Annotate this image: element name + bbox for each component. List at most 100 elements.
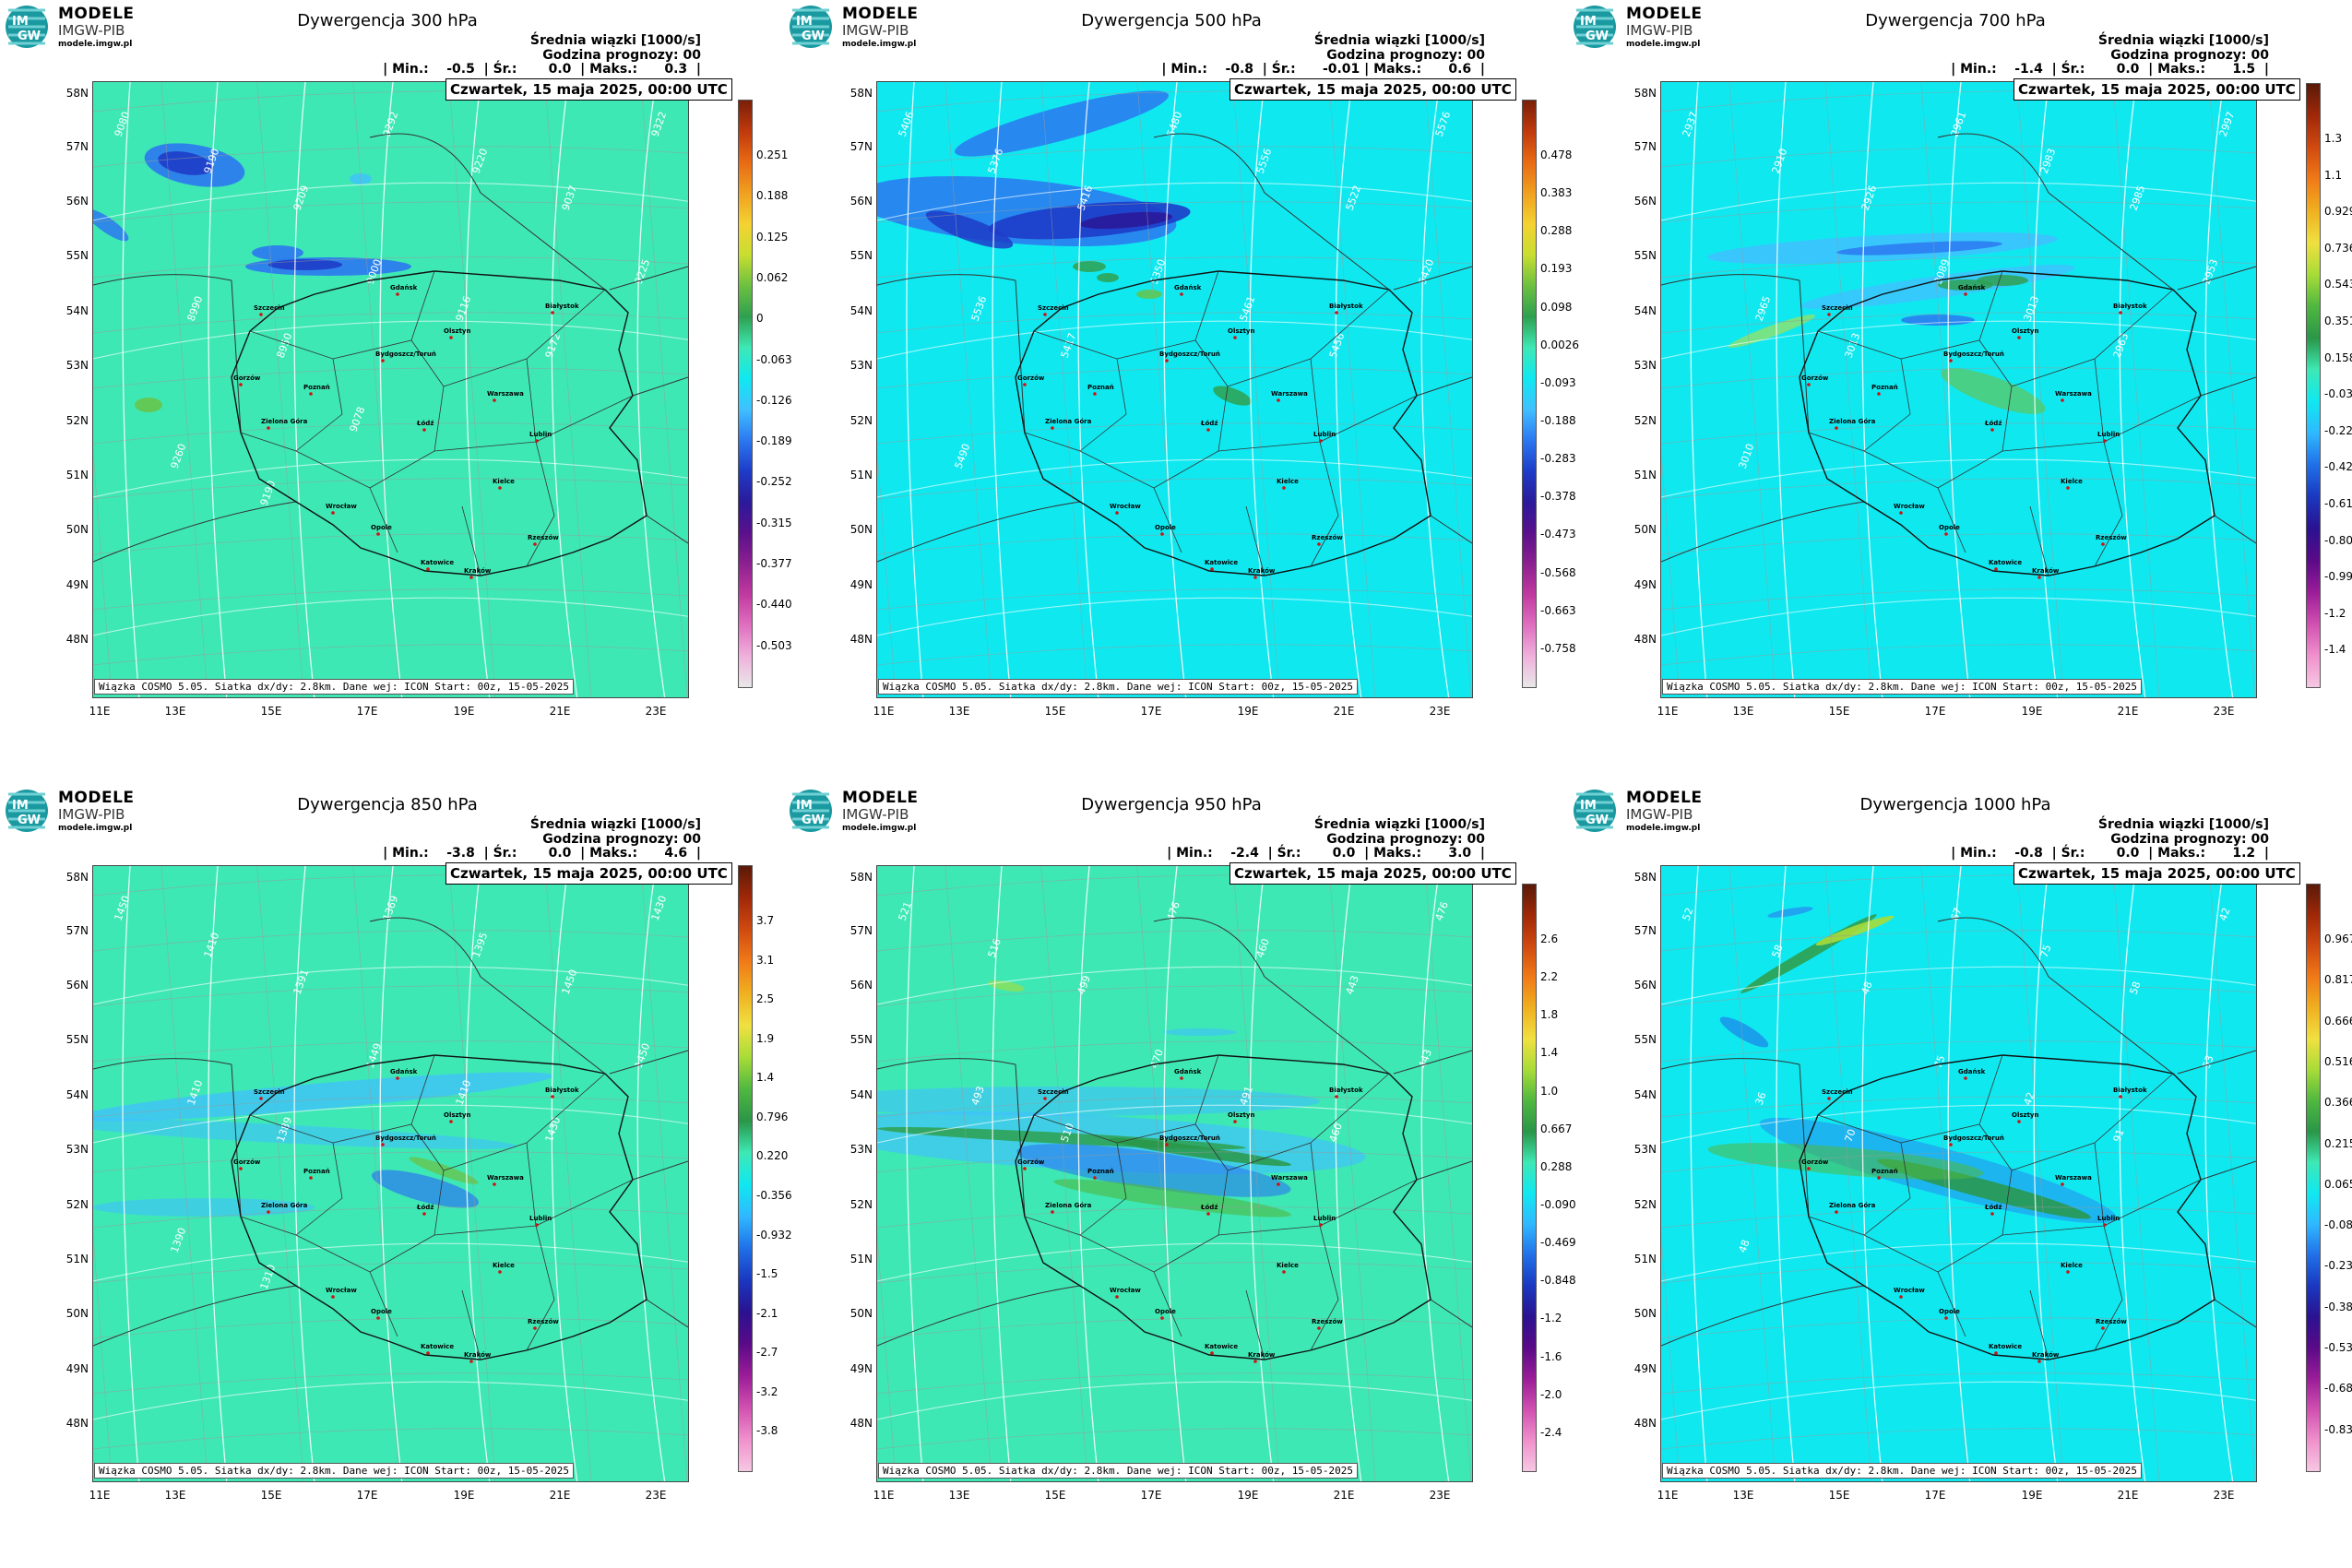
city-label: Kielce (2061, 1262, 2083, 1269)
graticule (544, 866, 592, 1481)
graticule (877, 367, 1472, 389)
city-label: Białystok (1329, 1087, 1363, 1094)
logo-text: IMGW-PIB (842, 806, 909, 823)
latitude-label: 51N (65, 469, 89, 481)
colorbar-tick-label: -0.252 (756, 475, 792, 489)
colorbar-tick-label: 2.6 (1540, 932, 1559, 945)
isoline (1335, 866, 1362, 1481)
graticule (877, 256, 1472, 279)
city-marker (2101, 542, 2105, 546)
city-label: Łódź (416, 420, 434, 427)
voivodeship-border (1024, 1216, 1081, 1236)
city-marker (1994, 567, 1998, 571)
latitude-label: 48N (1633, 633, 1657, 646)
city-marker (1835, 426, 1838, 430)
panel-title: Dywergencja 700 hPa (1865, 11, 2046, 30)
voivodeship-border (1153, 450, 1219, 489)
longitude-label: 15E (1044, 1489, 1066, 1502)
latitude-label: 54N (65, 304, 89, 317)
latitude-label: 49N (849, 1362, 873, 1375)
city-label: Kraków (2032, 567, 2060, 575)
map-area: 5406 5376 5416 5480 5556 5522 5576 5536 5417 5350… (876, 81, 1473, 698)
latitude-label: 51N (849, 469, 873, 481)
city-label: Olsztyn (2012, 327, 2039, 335)
city-marker (1115, 1295, 1119, 1299)
colorbar-tick-label: 0.062 (756, 270, 789, 284)
city-label: Wrocław (1894, 1287, 1925, 1294)
city-label: Łódź (1984, 420, 2002, 427)
forecast-panel: IM GW MODELE IMGW-PIB modele.imgw.pl Dywergen… (784, 784, 1576, 1568)
city-marker (469, 1360, 473, 1363)
imgw-emblem-icon: IMGW (790, 6, 832, 48)
field-blob (1016, 1144, 1291, 1197)
city-label: Gdańsk (1174, 1068, 1202, 1075)
isoline (877, 1104, 1472, 1144)
colorbar-tick-label: -0.469 (1540, 1236, 1576, 1250)
city-marker (1949, 359, 1953, 362)
voivodeship-border (332, 1123, 445, 1236)
graticule (1424, 866, 1472, 1481)
graticule (1661, 1262, 2256, 1284)
latitude-label: 56N (849, 195, 873, 208)
colorbar-tick-label: 0.817 (2324, 973, 2352, 987)
longitude-label: 19E (2021, 705, 2043, 718)
latitude-label: 50N (849, 523, 873, 536)
isoline-label: 58 (1770, 943, 1786, 959)
city-label: Lublin (2097, 431, 2120, 438)
colorbar-tick-label: 0.516 (2324, 1054, 2352, 1068)
city-label: Zielona Góra (261, 1202, 308, 1209)
graticule (93, 1428, 688, 1450)
graticule (944, 82, 992, 697)
colorbar (1522, 100, 1537, 688)
valid-date-label: Czwartek, 15 maja 2025, 00:00 UTC (1229, 862, 1516, 885)
latitude-label: 57N (849, 924, 873, 937)
colorbar-tick-label: -0.126 (756, 393, 792, 407)
city-label: Rzeszów (528, 534, 559, 541)
city-marker (1277, 1182, 1280, 1186)
imgw-logo: IM GW MODELE IMGW-PIB modele.imgw.pl (789, 789, 964, 835)
voivodeship-border (332, 339, 445, 452)
colorbar-tick-label: 1.4 (1540, 1046, 1559, 1060)
city-label: Kraków (464, 567, 492, 575)
city-marker (1319, 439, 1323, 443)
colorbar-tick-label: -0.386 (2324, 1300, 2352, 1313)
isoline (1661, 458, 2256, 498)
latitude-label: 54N (1633, 1088, 1657, 1101)
latitude-label: 53N (65, 359, 89, 372)
stats-label: | Min.: -0.8 | Śr.: -0.01 | Maks.: 0.6 | (1161, 62, 1485, 77)
city-label: Olsztyn (1228, 327, 1255, 335)
graticule (877, 478, 1472, 500)
voivodeship-border (410, 270, 435, 341)
longitude-label: 13E (948, 705, 970, 718)
graticule (640, 82, 688, 697)
latitude-label: 49N (65, 1362, 89, 1375)
city-marker (1877, 1176, 1881, 1180)
latitude-label: 55N (1633, 249, 1657, 262)
isoline (1661, 1242, 2256, 1282)
city-label: Zielona Góra (1045, 418, 1092, 425)
graticule (1661, 1206, 2256, 1229)
latitude-label: 50N (65, 1307, 89, 1320)
city-label: Kraków (1248, 567, 1276, 575)
city-marker (2119, 311, 2122, 315)
city-marker (1944, 532, 1948, 536)
colorbar-tick-label: 0.929 (2324, 205, 2352, 219)
field-blob (93, 1072, 554, 1122)
city-marker (1023, 383, 1027, 386)
city-marker (1282, 1270, 1286, 1274)
graticule (877, 1428, 1472, 1450)
logo-text: IMGW-PIB (842, 22, 909, 39)
stats-label: | Min.: -1.4 | Śr.: 0.0 | Maks.: 1.5 | (1951, 62, 2269, 77)
colorbar-tick-label: -0.236 (2324, 1259, 2352, 1273)
city-label: Szczecin (1822, 304, 1853, 312)
latitude-label: 54N (65, 1088, 89, 1101)
city-label: Rzeszów (1312, 534, 1343, 541)
city-marker (426, 1351, 430, 1355)
city-marker (381, 359, 385, 362)
city-marker (1043, 1097, 1047, 1100)
graticule (93, 446, 113, 697)
city-label: Gdańsk (1174, 284, 1202, 291)
colorbar-tick-label: 3.7 (756, 914, 775, 927)
voivodeship-border (1153, 1234, 1219, 1273)
isoline-label: 52 (1681, 906, 1696, 922)
